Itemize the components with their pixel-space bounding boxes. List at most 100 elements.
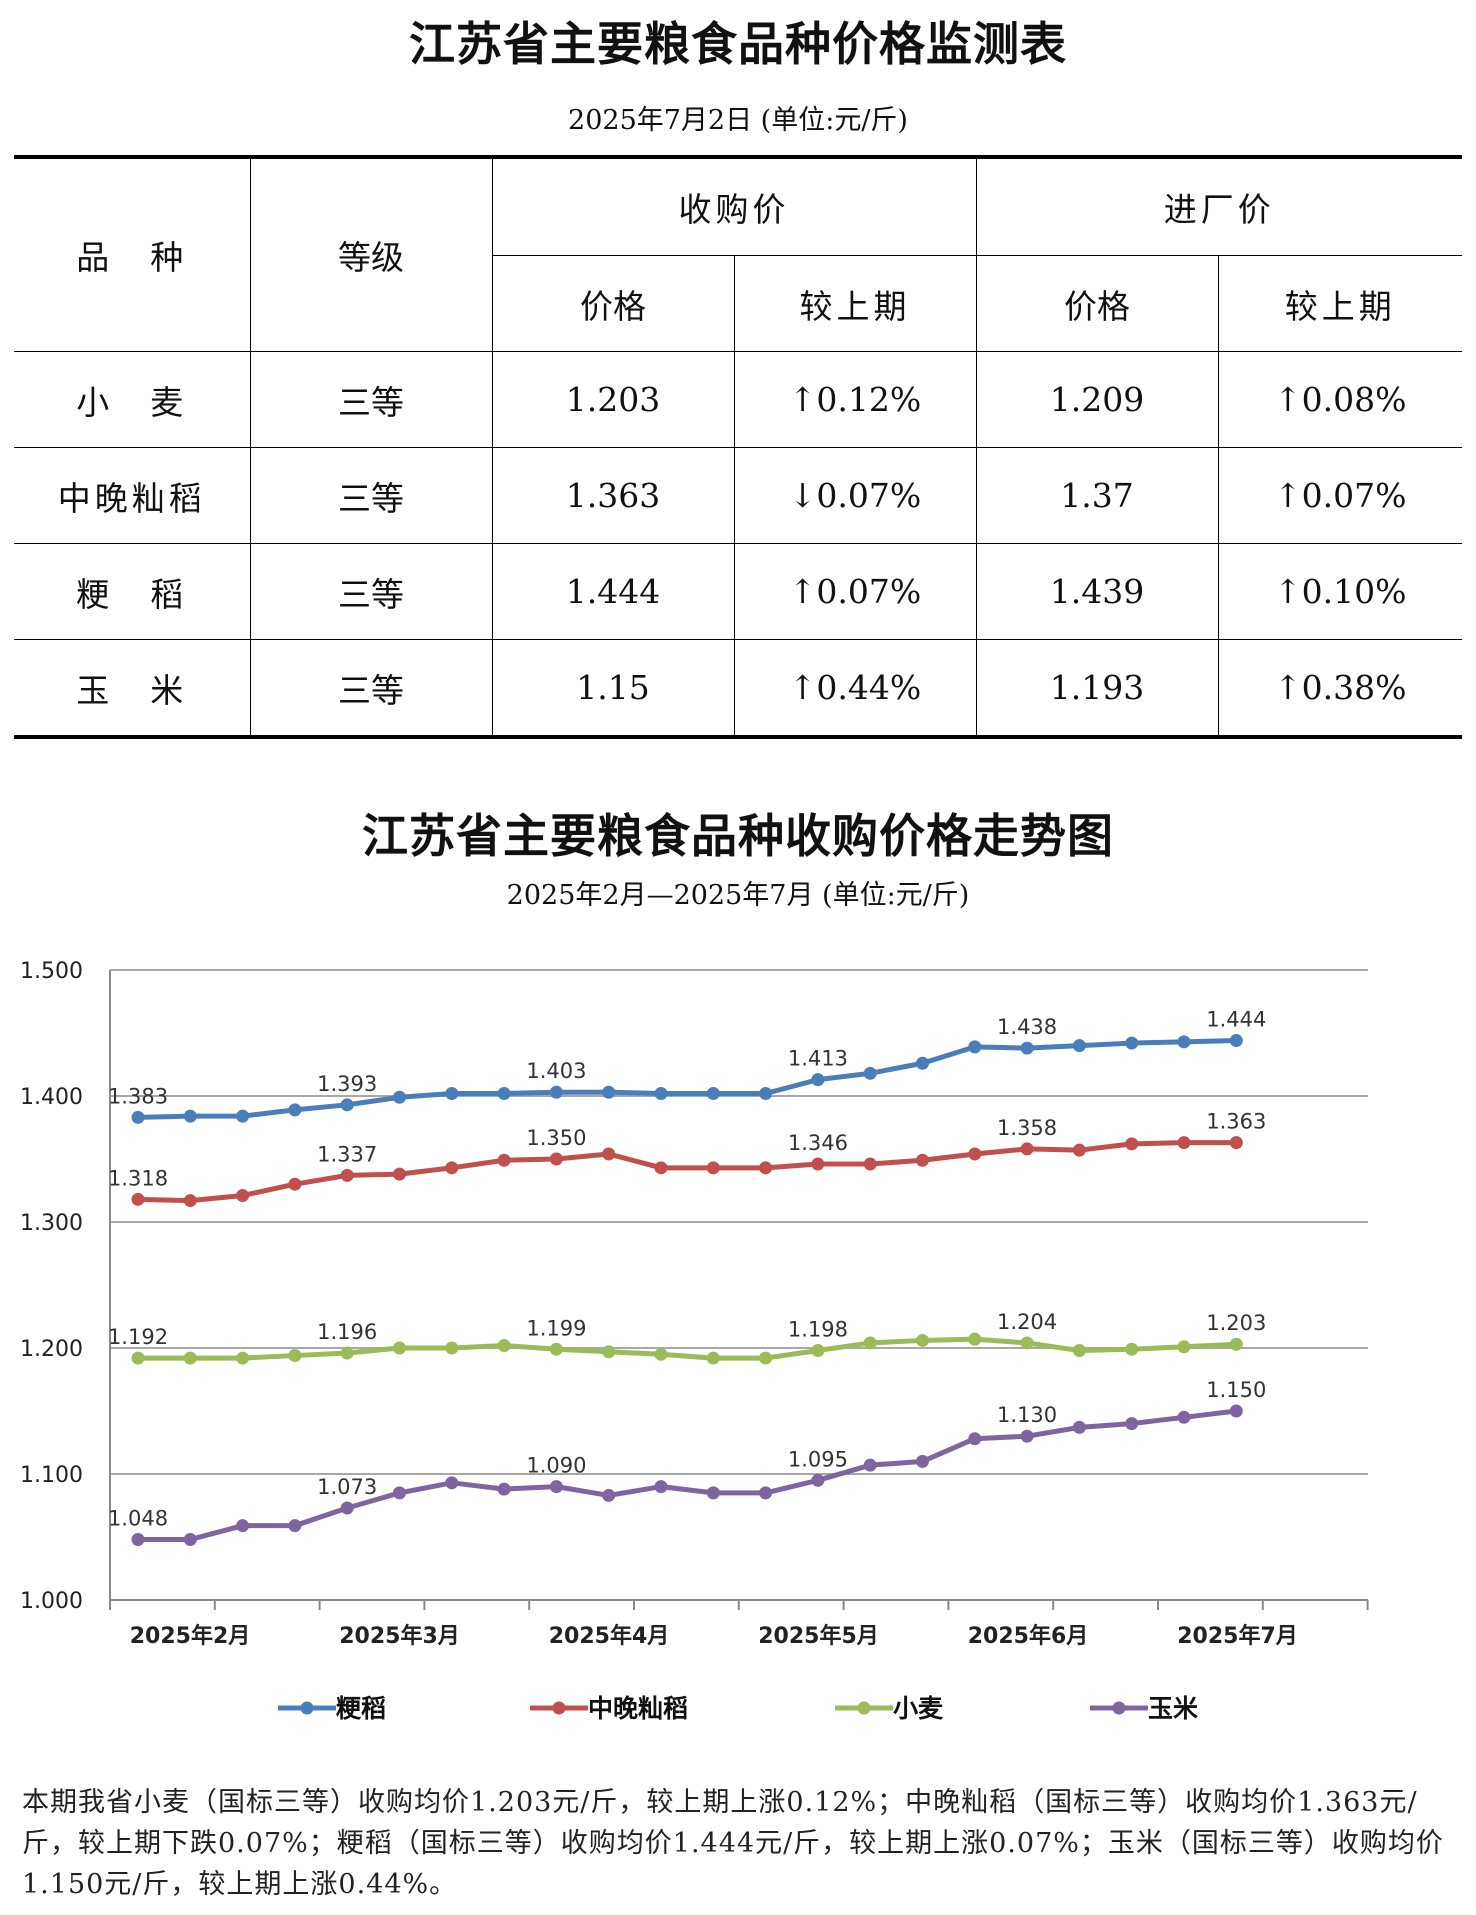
data-point: [340, 1501, 354, 1515]
data-point: [497, 1153, 511, 1167]
header-purchase: 收购价: [491, 156, 977, 256]
data-point: [1229, 1404, 1243, 1418]
data-point: [968, 1432, 982, 1446]
data-point: [131, 1351, 145, 1365]
data-point: [654, 1480, 668, 1494]
data-point: [183, 1194, 197, 1208]
legend-label: 玉米: [1148, 1694, 1199, 1723]
data-point: [602, 1085, 616, 1099]
data-label: 1.090: [526, 1454, 586, 1478]
data-point: [602, 1345, 616, 1359]
data-point: [549, 1085, 563, 1099]
y-tick-label: 1.000: [20, 1589, 83, 1614]
data-label: 1.383: [108, 1084, 168, 1108]
data-label: 1.150: [1206, 1378, 1266, 1402]
data-label: 1.363: [1206, 1110, 1266, 1134]
cell-variety: 中晚籼稻: [14, 447, 251, 544]
data-point: [1229, 1034, 1243, 1048]
header-factory-change: 较上期: [1217, 255, 1462, 352]
cell-factory-change: ↑0.10%: [1217, 543, 1462, 640]
data-point: [968, 1147, 982, 1161]
data-point: [445, 1086, 459, 1100]
table-row: 小 麦 三等 1.203 ↑0.12% 1.209 ↑0.08%: [14, 351, 1462, 448]
data-point: [811, 1157, 825, 1171]
data-point: [654, 1086, 668, 1100]
data-label: 1.073: [317, 1475, 377, 1499]
legend-marker: [857, 1701, 871, 1715]
data-point: [759, 1086, 773, 1100]
cell-grade: 三等: [249, 639, 493, 738]
cell-purchase-price: 1.363: [491, 447, 735, 544]
header-grade: 等级: [249, 156, 493, 352]
data-point: [863, 1066, 877, 1080]
data-label: 1.444: [1206, 1008, 1266, 1032]
data-label: 1.403: [526, 1059, 586, 1083]
data-point: [497, 1086, 511, 1100]
cell-variety: 粳 稻: [14, 543, 251, 640]
data-point: [393, 1090, 406, 1104]
y-tick-label: 1.400: [20, 1085, 83, 1110]
data-label: 1.204: [997, 1310, 1057, 1334]
data-label: 1.438: [997, 1015, 1057, 1039]
x-tick-label: 2025年7月: [1177, 1623, 1298, 1649]
data-point: [1020, 1142, 1034, 1156]
cell-purchase-change: ↑0.12%: [733, 351, 977, 448]
data-label: 1.196: [317, 1320, 377, 1344]
legend-label: 小麦: [893, 1694, 944, 1723]
data-label: 1.337: [317, 1142, 377, 1166]
cell-purchase-price: 1.203: [491, 351, 735, 448]
cell-variety: 小 麦: [14, 351, 251, 448]
price-monitor-table: 品 种 等级 收购价 进厂价 价格 较上期 价格 较上期 小 麦 三等 1.20…: [14, 155, 1462, 739]
data-point: [340, 1168, 354, 1182]
data-point: [602, 1488, 616, 1502]
data-point: [811, 1073, 825, 1087]
data-point: [236, 1189, 250, 1203]
data-point: [759, 1486, 773, 1500]
cell-purchase-change: ↓0.07%: [733, 447, 977, 544]
data-point: [1072, 1420, 1086, 1434]
data-point: [706, 1086, 720, 1100]
data-point: [811, 1344, 825, 1358]
data-point: [288, 1177, 302, 1191]
data-point: [340, 1346, 354, 1360]
data-point: [445, 1476, 459, 1490]
data-point: [706, 1486, 720, 1500]
data-point: [863, 1157, 877, 1171]
table-row: 中晚籼稻 三等 1.363 ↓0.07% 1.37 ↑0.07%: [14, 447, 1462, 544]
header-factory-price: 价格: [975, 255, 1219, 352]
data-point: [288, 1349, 302, 1363]
legend-marker: [300, 1701, 314, 1715]
data-label: 1.095: [788, 1447, 848, 1471]
data-point: [654, 1347, 668, 1361]
data-point: [759, 1351, 773, 1365]
series-line: [137, 1140, 1237, 1204]
data-point: [236, 1109, 250, 1123]
cell-factory-price: 1.209: [975, 351, 1219, 448]
data-point: [1177, 1340, 1191, 1354]
data-point: [811, 1473, 825, 1487]
y-tick-label: 1.500: [20, 959, 83, 984]
chart-subtitle: 2025年2月—2025年7月 (单位:元/斤): [506, 880, 970, 911]
data-point: [1125, 1036, 1139, 1050]
x-tick-label: 2025年6月: [968, 1623, 1089, 1649]
header-factory: 进厂价: [975, 156, 1462, 256]
data-point: [288, 1103, 302, 1117]
data-point: [131, 1533, 145, 1547]
data-point: [393, 1341, 406, 1355]
data-point: [916, 1333, 929, 1347]
cell-purchase-price: 1.15: [491, 639, 735, 738]
cell-factory-change: ↑0.38%: [1217, 639, 1462, 738]
table-row: 粳 稻 三等 1.444 ↑0.07% 1.439 ↑0.10%: [14, 543, 1462, 640]
cell-purchase-change: ↑0.07%: [733, 543, 977, 640]
cell-grade: 三等: [249, 351, 493, 448]
data-label: 1.350: [526, 1126, 586, 1150]
y-tick-label: 1.100: [20, 1463, 83, 1488]
data-point: [1020, 1429, 1034, 1443]
data-point: [549, 1152, 563, 1166]
data-point: [1177, 1136, 1191, 1150]
data-point: [863, 1336, 877, 1350]
data-label: 1.203: [1206, 1311, 1266, 1335]
x-tick-label: 2025年2月: [130, 1623, 251, 1649]
data-point: [340, 1098, 354, 1112]
table-row: 玉 米 三等 1.15 ↑0.44% 1.193 ↑0.38%: [14, 639, 1462, 738]
